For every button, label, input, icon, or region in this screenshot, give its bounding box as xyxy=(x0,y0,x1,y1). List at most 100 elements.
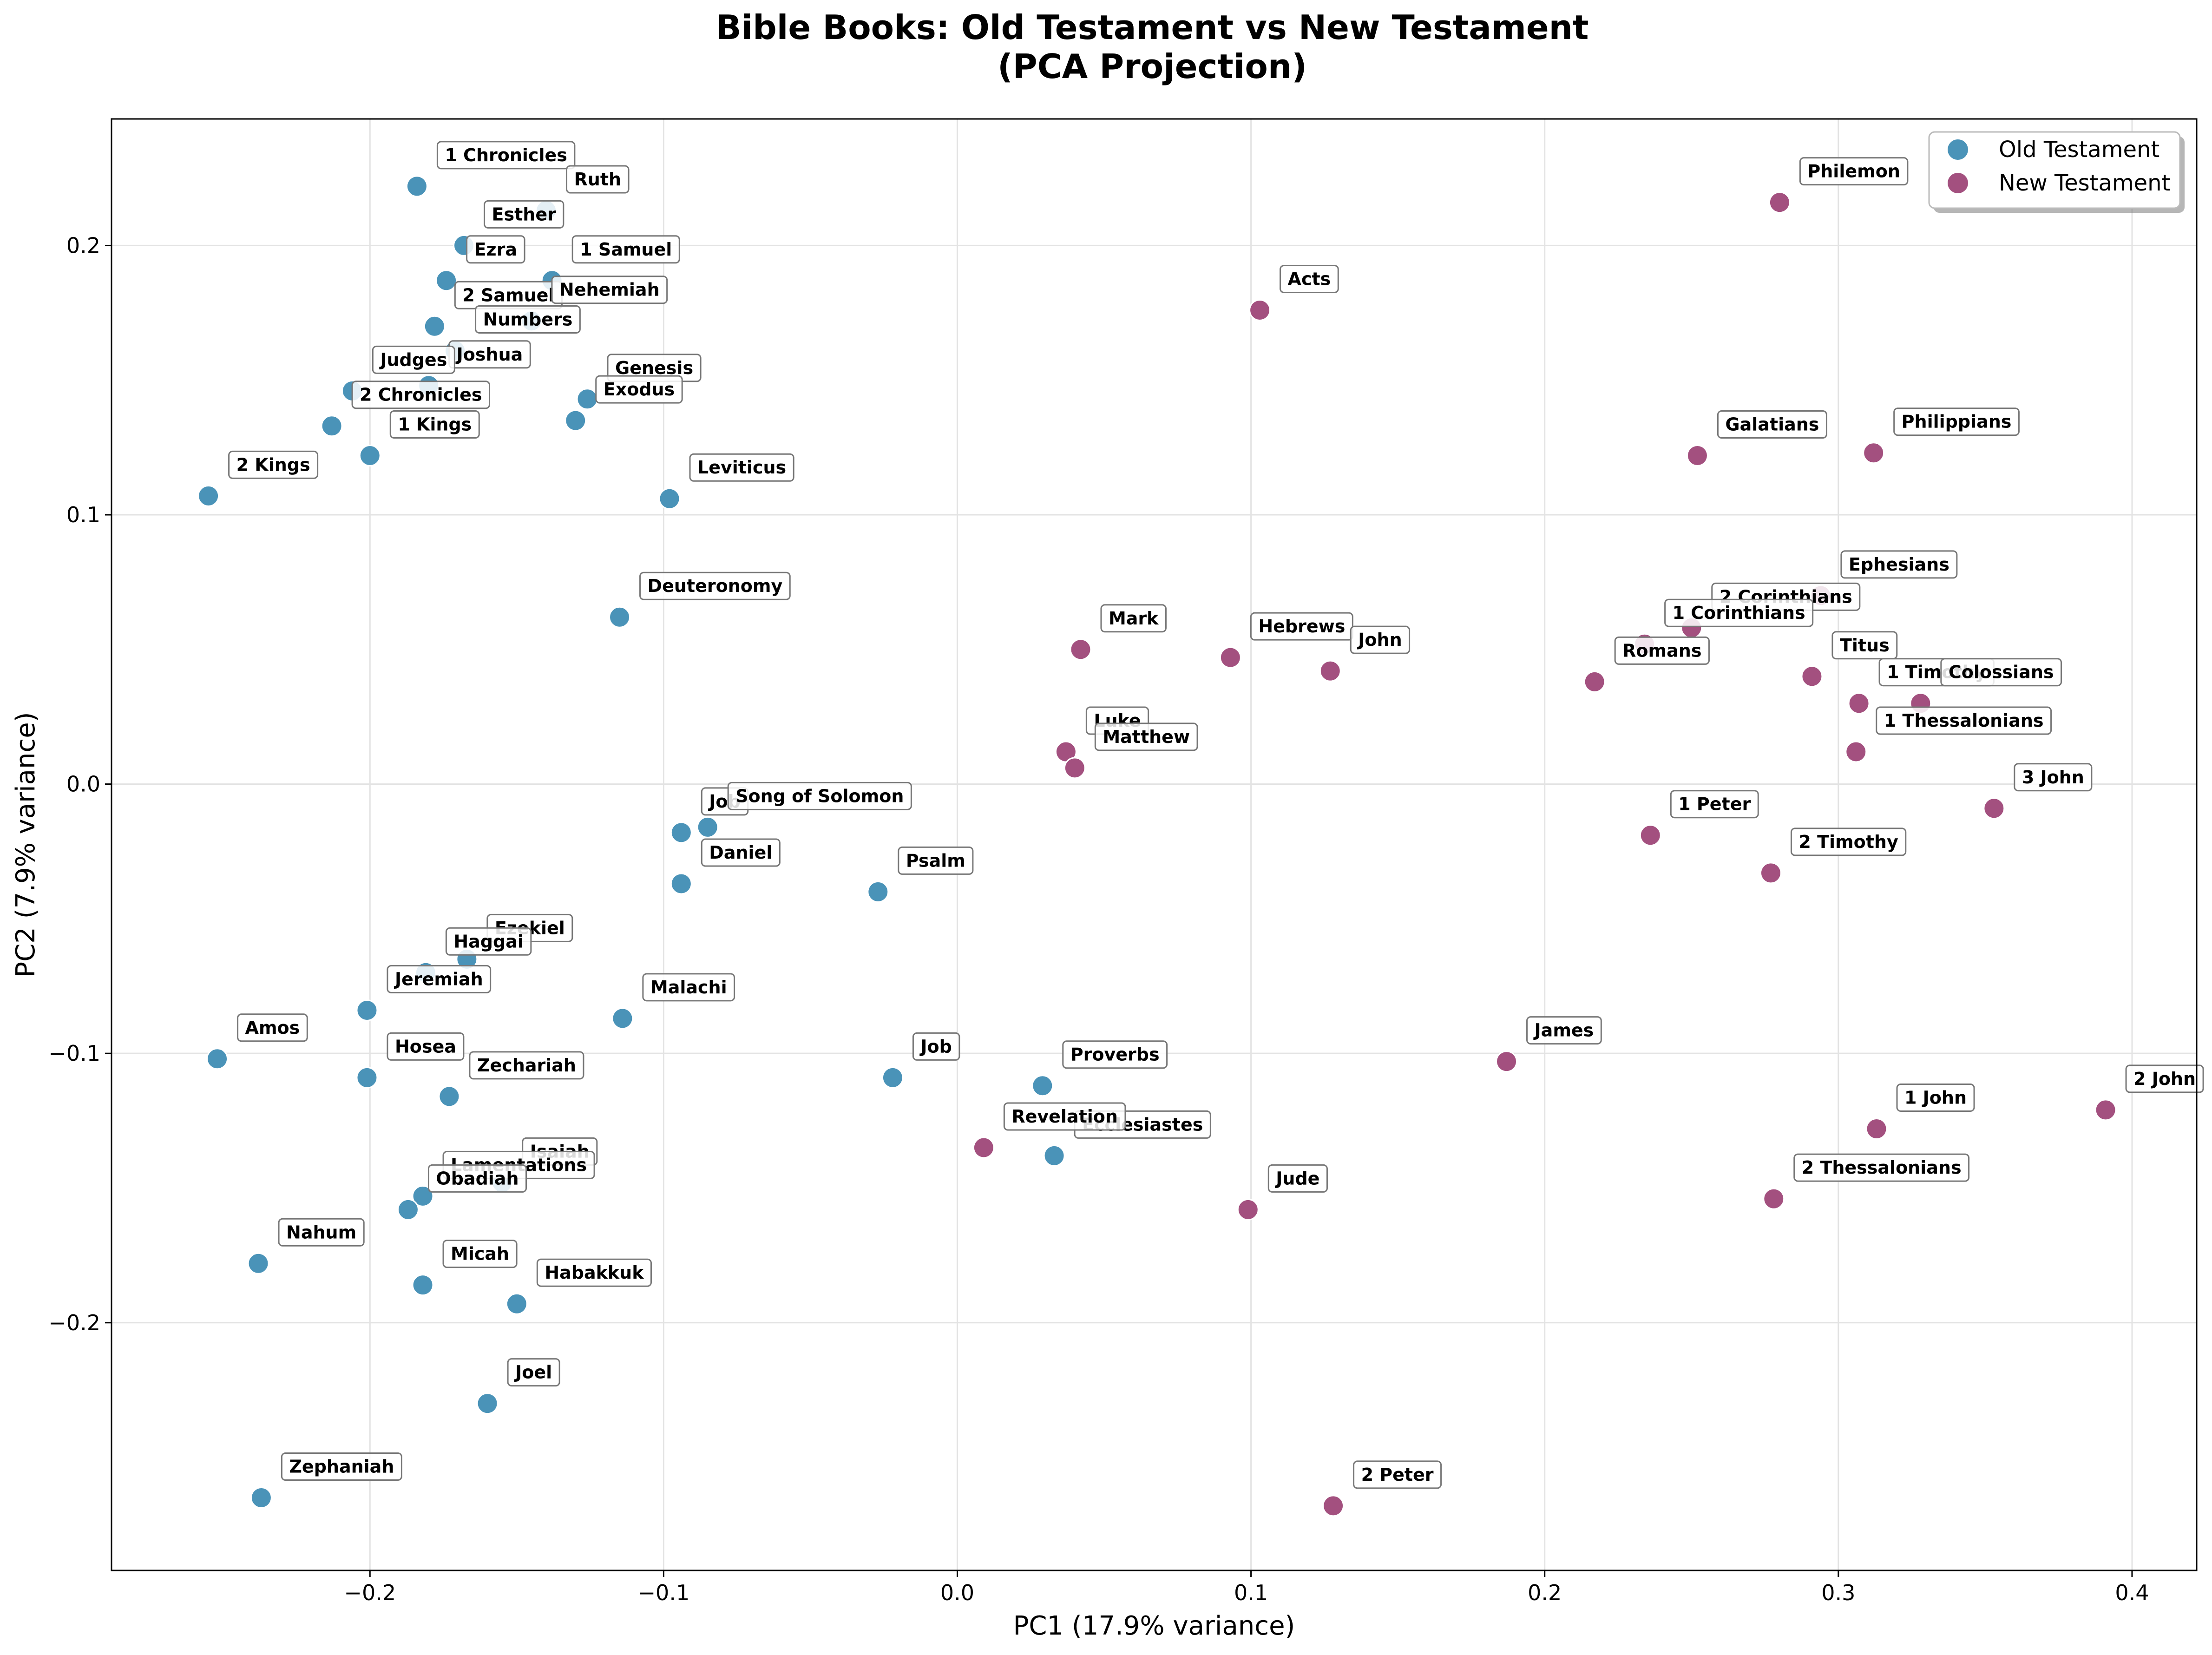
point-label: Micah xyxy=(451,1244,509,1264)
scatter-point xyxy=(423,315,446,337)
point-label: Zephaniah xyxy=(289,1457,394,1477)
scatter-point xyxy=(670,873,692,895)
point-label: 2 Peter xyxy=(1361,1465,1434,1485)
scatter-point xyxy=(412,1274,434,1296)
scatter-point xyxy=(435,269,458,292)
scatter-point xyxy=(658,487,681,510)
x-tick-label: 0.0 xyxy=(940,1580,974,1605)
scatter-point xyxy=(609,606,631,628)
scatter-point xyxy=(696,816,719,838)
x-tick-label: 0.1 xyxy=(1234,1580,1268,1605)
scatter-point xyxy=(247,1252,269,1274)
point-label: Leviticus xyxy=(697,457,786,478)
point-label: Philippians xyxy=(1902,412,2012,432)
chart-title: Bible Books: Old Testament vs New Testam… xyxy=(716,8,1589,47)
scatter-point xyxy=(1865,1117,1888,1140)
point-label-box xyxy=(2014,763,2093,792)
point-label-box xyxy=(912,1032,960,1061)
point-label-box xyxy=(436,141,576,170)
point-label-box xyxy=(389,410,480,439)
point-label: 3 John xyxy=(2022,767,2084,788)
point-label: 2 Chronicles xyxy=(360,385,482,405)
point-labels: 1 Chronicles Ruth Esther Ezra 1 Samuel 2 Samu… xyxy=(228,141,2204,1489)
point-label: Jude xyxy=(1274,1168,1319,1189)
point-label: 2 Timothy xyxy=(1798,832,1898,852)
legend-label-new-testament: New Testament xyxy=(1999,170,2170,196)
point-label: Genesis xyxy=(615,358,693,378)
data-points xyxy=(197,175,2117,1517)
point-label-box xyxy=(469,1051,584,1080)
point-label-box xyxy=(1280,265,1339,294)
point-label: Titus xyxy=(1840,635,1890,656)
point-label-box xyxy=(1670,790,1759,819)
point-label: 1 Samuel xyxy=(580,239,672,260)
scatter-point xyxy=(356,1066,378,1089)
point-label-box xyxy=(571,235,680,264)
point-label: Amos xyxy=(245,1018,300,1038)
y-tick-label: 0.1 xyxy=(66,502,100,527)
scatter-point xyxy=(1249,299,1271,322)
point-label: Obadiah xyxy=(436,1168,519,1189)
y-tick-label: −0.2 xyxy=(48,1310,100,1335)
point-label-box xyxy=(642,973,735,1002)
point-label-box xyxy=(1062,1040,1168,1069)
point-label: Jeremiah xyxy=(394,969,483,989)
scatter-point xyxy=(1583,670,1606,693)
legend-marker-old-testament xyxy=(1948,139,1968,160)
y-tick-label: 0.2 xyxy=(66,233,100,258)
point-label-box xyxy=(639,571,791,600)
point-label-box xyxy=(1893,407,2020,436)
point-label-box xyxy=(1614,636,1710,665)
point-label-box xyxy=(1717,410,1827,439)
point-label-box xyxy=(689,453,794,482)
point-label-box xyxy=(466,235,525,264)
point-label: Daniel xyxy=(709,842,772,863)
scatter-point xyxy=(1848,692,1870,715)
scatter-point xyxy=(611,1007,634,1030)
point-label-box xyxy=(1353,1460,1442,1489)
scatter-point xyxy=(2094,1099,2117,1121)
scatter-point xyxy=(1496,1051,1518,1073)
scatter-point xyxy=(1319,660,1341,682)
scatter-point xyxy=(1801,665,1823,688)
point-label-box xyxy=(1267,1164,1328,1193)
point-label: Numbers xyxy=(483,309,573,329)
scatter-point xyxy=(1763,1188,1785,1210)
point-label-box xyxy=(1790,828,1907,856)
point-label: Deuteronomy xyxy=(648,576,783,596)
scatter-point xyxy=(505,1293,528,1315)
axis-ticks: −0.2 −0.1 0.0 0.1 0.2 0.3 0.4 −0.2 −0.1 0.0 0.1 0.2 xyxy=(48,233,2149,1605)
scatter-point xyxy=(670,821,692,844)
point-label-box xyxy=(595,375,683,404)
point-label-box xyxy=(1940,658,2062,687)
point-label: 2 Samuel xyxy=(462,285,554,305)
point-label-box xyxy=(507,1358,560,1387)
point-label-box xyxy=(1350,625,1411,654)
point-label: Revelation xyxy=(1011,1106,1118,1127)
x-tick-label: 0.2 xyxy=(1528,1580,1562,1605)
point-label-box xyxy=(1003,1102,1126,1131)
point-label-box xyxy=(484,200,564,229)
x-tick-label: −0.2 xyxy=(344,1580,396,1605)
point-label: Ruth xyxy=(574,169,622,190)
scatter-point xyxy=(206,1048,229,1070)
x-tick-label: −0.1 xyxy=(638,1580,690,1605)
scatter-point xyxy=(356,999,378,1021)
point-label: Ephesians xyxy=(1849,554,1949,575)
point-label: Philemon xyxy=(1807,161,1900,182)
scatter-point xyxy=(1322,1495,1345,1517)
point-label: Matthew xyxy=(1103,727,1190,747)
point-label: 1 Corinthians xyxy=(1673,603,1805,623)
scatter-point xyxy=(1759,862,1782,884)
point-label-box xyxy=(228,450,319,479)
point-label-box xyxy=(1799,157,1909,186)
scatter-point xyxy=(1863,442,1885,464)
scatter-point xyxy=(1686,444,1708,466)
scatter-point xyxy=(1768,191,1791,214)
point-label: Judges xyxy=(379,349,447,370)
point-label: John xyxy=(1357,630,1402,650)
point-label: Psalm xyxy=(906,850,965,871)
point-label: Joshua xyxy=(455,344,523,365)
